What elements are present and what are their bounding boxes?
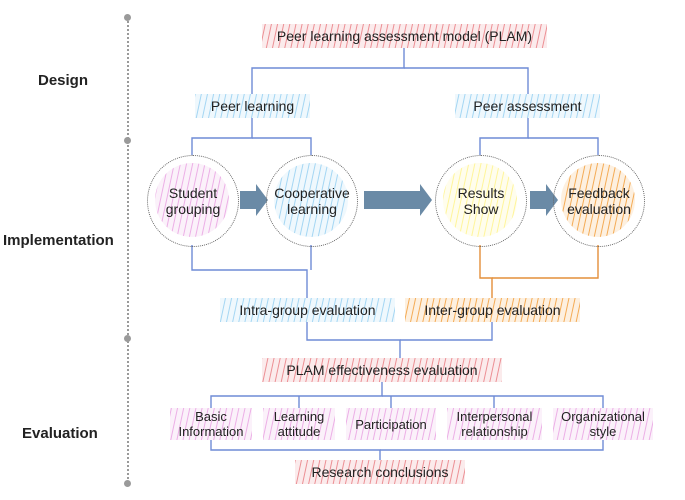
conclusions-box: Research conclusions — [295, 460, 465, 484]
connector — [192, 245, 307, 298]
connector — [211, 440, 380, 460]
connector — [492, 245, 598, 278]
intra-box: Intra-group evaluation — [220, 298, 395, 322]
connector — [211, 382, 382, 408]
flow-arrow — [240, 184, 268, 216]
participation-box: Participation — [346, 408, 436, 440]
inter-box: Inter-group evaluation — [405, 298, 580, 322]
connector — [528, 138, 598, 155]
phase-evaluation: Evaluation — [22, 425, 98, 442]
org-box: Organizational style — [553, 408, 653, 440]
connector — [382, 396, 603, 408]
attitude-box: Learning attitude — [263, 408, 335, 440]
cooperative-learning-node: Cooperative learning — [266, 155, 358, 247]
connector — [480, 245, 492, 298]
phase-design: Design — [38, 72, 88, 89]
feedback-evaluation-node: Feedback evaluation — [553, 155, 645, 247]
connector — [480, 118, 528, 155]
plam-title-box: Peer learning assessment model (PLAM) — [262, 24, 547, 48]
results-show-node: Results Show — [435, 155, 527, 247]
connector — [192, 118, 252, 155]
peer-learning-box: Peer learning — [195, 94, 310, 118]
student-grouping-node: Student grouping — [147, 155, 239, 247]
interpersonal-box: Interpersonal relationship — [447, 408, 542, 440]
connector — [252, 138, 311, 155]
connector — [252, 48, 404, 94]
basic-box: Basic Information — [170, 408, 252, 440]
phase-spine — [127, 17, 129, 483]
connector — [400, 322, 492, 340]
peer-assessment-box: Peer assessment — [455, 94, 600, 118]
connector — [380, 440, 603, 450]
phase-implementation: Implementation — [3, 232, 114, 249]
flow-arrow — [364, 184, 432, 216]
connector — [404, 68, 528, 94]
connector — [307, 322, 400, 358]
effectiveness-box: PLAM effectiveness evaluation — [262, 358, 502, 382]
